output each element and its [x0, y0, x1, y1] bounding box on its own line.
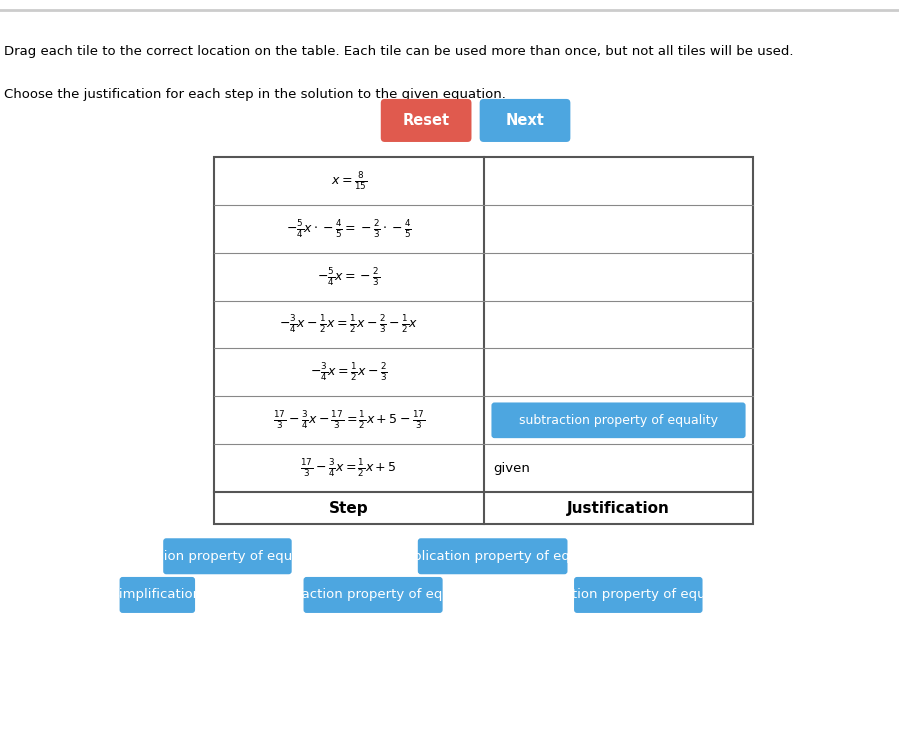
FancyBboxPatch shape — [492, 402, 745, 438]
FancyBboxPatch shape — [164, 538, 291, 575]
FancyBboxPatch shape — [120, 577, 195, 613]
FancyBboxPatch shape — [381, 99, 471, 142]
Text: Justification: Justification — [567, 501, 670, 515]
Text: division property of equality: division property of equality — [133, 550, 322, 563]
Text: $-\frac{3}{4}x = \frac{1}{2}x - \frac{2}{3}$: $-\frac{3}{4}x = \frac{1}{2}x - \frac{2}… — [310, 361, 387, 383]
Text: $-\frac{5}{4}x = -\frac{2}{3}$: $-\frac{5}{4}x = -\frac{2}{3}$ — [317, 266, 380, 288]
Text: simplification: simplification — [112, 588, 202, 602]
FancyBboxPatch shape — [574, 577, 702, 613]
Text: $\frac{17}{3} - \frac{3}{4}x - \frac{17}{3} = \frac{1}{2}x + 5 - \frac{17}{3}$: $\frac{17}{3} - \frac{3}{4}x - \frac{17}… — [272, 410, 425, 431]
FancyBboxPatch shape — [480, 99, 570, 142]
Text: $-\frac{3}{4}x - \frac{1}{2}x = \frac{1}{2}x - \frac{2}{3} - \frac{1}{2}x$: $-\frac{3}{4}x - \frac{1}{2}x = \frac{1}… — [280, 314, 418, 336]
Text: given: given — [494, 461, 530, 474]
Bar — [214, 157, 753, 524]
Text: subtraction property of equality: subtraction property of equality — [519, 414, 718, 427]
Text: Drag each tile to the correct location on the table. Each tile can be used more : Drag each tile to the correct location o… — [4, 45, 794, 58]
Text: subtraction property of equality: subtraction property of equality — [267, 588, 479, 602]
Text: addition property of equality: addition property of equality — [543, 588, 734, 602]
Text: Choose the justification for each step in the solution to the given equation.: Choose the justification for each step i… — [4, 88, 506, 101]
Text: Next: Next — [505, 113, 545, 128]
Text: $\frac{17}{3} - \frac{3}{4}x = \frac{1}{2}x + 5$: $\frac{17}{3} - \frac{3}{4}x = \frac{1}{… — [300, 457, 397, 479]
Text: $-\frac{5}{4}x \cdot -\frac{4}{5} = -\frac{2}{3} \cdot -\frac{4}{5}$: $-\frac{5}{4}x \cdot -\frac{4}{5} = -\fr… — [286, 218, 412, 239]
Text: multiplication property of equality: multiplication property of equality — [378, 550, 607, 563]
Text: Step: Step — [329, 501, 369, 515]
FancyBboxPatch shape — [418, 538, 567, 575]
Text: Reset: Reset — [403, 113, 450, 128]
Text: $x = \frac{8}{15}$: $x = \frac{8}{15}$ — [331, 170, 367, 192]
FancyBboxPatch shape — [304, 577, 442, 613]
